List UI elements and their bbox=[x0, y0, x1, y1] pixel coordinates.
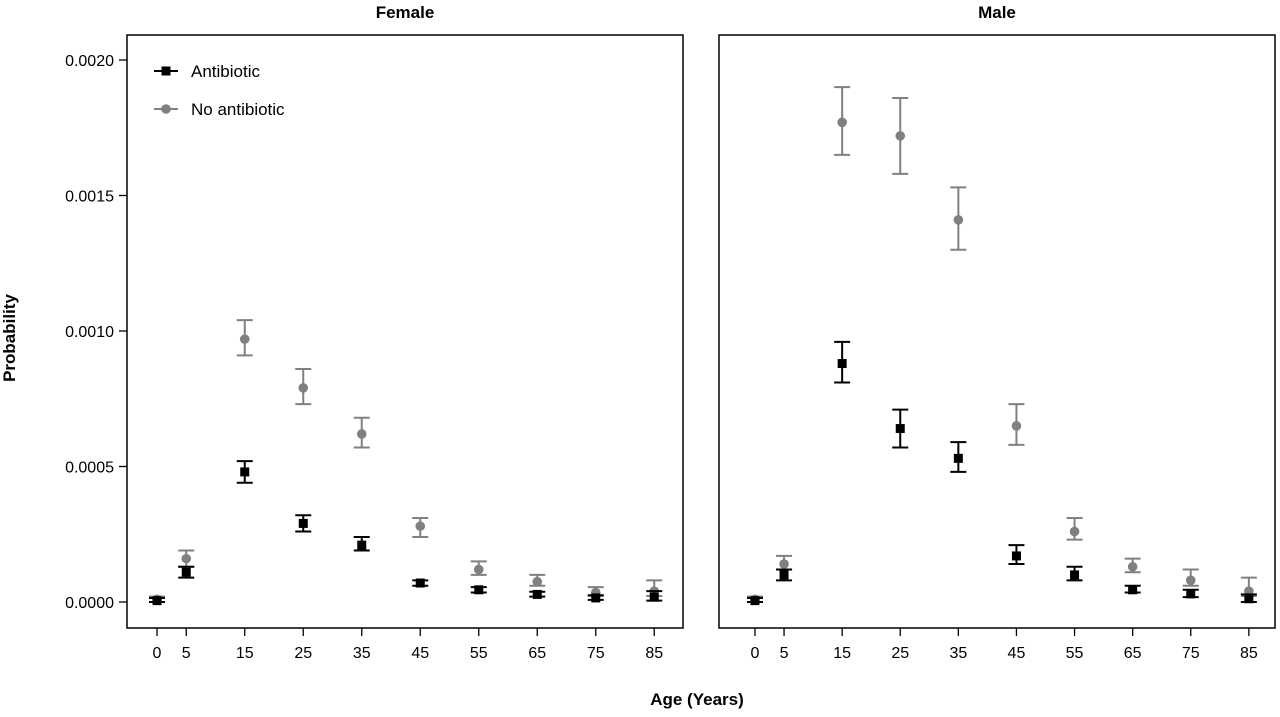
y-tick-label: 0.0020 bbox=[65, 53, 114, 70]
plot-frame bbox=[126, 34, 684, 629]
data-point bbox=[415, 578, 425, 588]
data-point bbox=[837, 359, 847, 369]
x-tick-label: 25 bbox=[891, 645, 909, 662]
data-point bbox=[473, 564, 484, 575]
data-point bbox=[356, 429, 367, 439]
x-tick-label: 85 bbox=[1240, 645, 1258, 662]
data-point bbox=[1127, 561, 1138, 572]
x-tick-label: 45 bbox=[1008, 645, 1026, 662]
data-point bbox=[152, 596, 162, 606]
data-point bbox=[1128, 585, 1138, 595]
y-axis-title: Probability bbox=[0, 294, 19, 382]
legend-label: No antibiotic bbox=[191, 100, 285, 119]
y-tick-label: 0.0010 bbox=[65, 324, 114, 341]
x-tick-label: 65 bbox=[528, 645, 546, 662]
data-point bbox=[298, 518, 308, 528]
series-antibiotic bbox=[747, 340, 1257, 606]
x-tick-label: 65 bbox=[1124, 645, 1142, 662]
data-point bbox=[895, 424, 905, 434]
data-point bbox=[181, 567, 191, 577]
y-tick-label: 0.0015 bbox=[65, 189, 114, 206]
data-point bbox=[1011, 551, 1021, 561]
panel-male: Male 0 5 15 25 35 45 55 65 75 85 bbox=[718, 3, 1276, 662]
series-no-antibiotic bbox=[747, 86, 1257, 605]
x-tick-label: 15 bbox=[236, 645, 254, 662]
data-point bbox=[1069, 526, 1080, 537]
data-point bbox=[649, 592, 659, 602]
x-tick-label: 0 bbox=[153, 645, 162, 662]
data-point bbox=[591, 593, 601, 603]
data-point bbox=[532, 589, 542, 599]
data-point bbox=[1244, 594, 1254, 604]
y-tick-label: 0.0005 bbox=[65, 460, 114, 477]
y-tick-label: 0.0000 bbox=[65, 595, 114, 612]
x-axis-title: Age (Years) bbox=[650, 690, 744, 709]
data-point bbox=[953, 453, 963, 463]
panel-female: Female 0 5 15 25 35 45 55 65 75 85 0.0000 0.0005 0.00… bbox=[65, 3, 684, 662]
x-tick-label: 25 bbox=[294, 645, 312, 662]
x-tick-label: 5 bbox=[780, 645, 789, 662]
data-point bbox=[750, 596, 760, 606]
x-tick-label: 35 bbox=[949, 645, 967, 662]
x-tick-label: 5 bbox=[182, 645, 191, 662]
x-tick-label: 55 bbox=[470, 645, 488, 662]
data-point bbox=[181, 553, 192, 564]
data-point bbox=[895, 131, 906, 141]
series-no-antibiotic bbox=[149, 319, 663, 605]
legend-label: Antibiotic bbox=[191, 62, 260, 81]
x-tick-label: 85 bbox=[645, 645, 663, 662]
data-point bbox=[474, 585, 484, 595]
x-tick-label: 55 bbox=[1066, 645, 1084, 662]
data-point bbox=[1186, 589, 1196, 599]
data-point bbox=[953, 215, 964, 225]
data-point bbox=[532, 576, 543, 587]
legend: Antibiotic No antibiotic bbox=[154, 62, 285, 119]
x-tick-label: 45 bbox=[411, 645, 429, 662]
legend-marker bbox=[161, 66, 171, 76]
data-point bbox=[1185, 575, 1196, 586]
x-tick-label: 75 bbox=[1182, 645, 1200, 662]
data-point bbox=[1011, 421, 1022, 431]
data-point bbox=[239, 334, 250, 344]
data-point bbox=[415, 521, 426, 531]
x-tick-label: 35 bbox=[353, 645, 371, 662]
data-point bbox=[298, 383, 309, 393]
series-antibiotic bbox=[149, 460, 663, 606]
panels: Female 0 5 15 25 35 45 55 65 75 85 0.0000 0.0005 0.00… bbox=[65, 3, 1276, 662]
plot-frame bbox=[718, 34, 1276, 629]
panel-title: Male bbox=[978, 3, 1016, 22]
data-point bbox=[837, 117, 847, 128]
x-tick-label: 0 bbox=[751, 645, 760, 662]
x-tick-label: 75 bbox=[587, 645, 605, 662]
data-point bbox=[240, 467, 250, 477]
legend-marker bbox=[161, 104, 171, 114]
x-tick-label: 15 bbox=[833, 645, 851, 662]
data-point bbox=[1070, 570, 1080, 580]
data-point bbox=[779, 570, 789, 580]
panel-title: Female bbox=[376, 3, 435, 22]
data-point bbox=[357, 540, 367, 550]
data-point bbox=[779, 559, 789, 569]
